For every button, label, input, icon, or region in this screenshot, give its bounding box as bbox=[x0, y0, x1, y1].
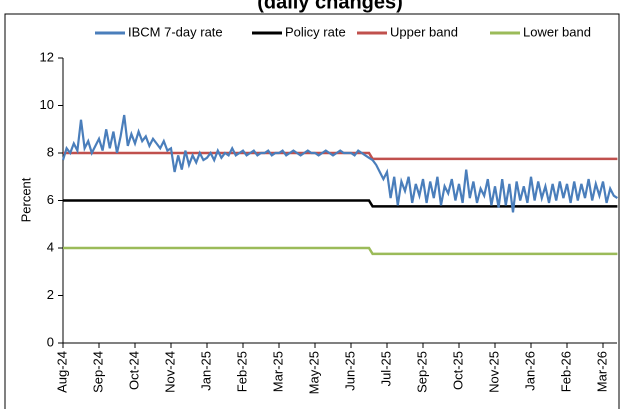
series-line bbox=[61, 114, 619, 213]
y-tick-label: 10 bbox=[40, 97, 54, 112]
y-tick-label: 2 bbox=[47, 287, 54, 302]
y-tick-label: 4 bbox=[47, 239, 54, 254]
x-tick-label: Nov-24 bbox=[162, 351, 177, 393]
x-tick-label: Feb-26 bbox=[558, 351, 573, 392]
x-tick-label: Aug-24 bbox=[54, 351, 69, 393]
series-line bbox=[63, 199, 618, 208]
x-tick-label: Sep-25 bbox=[414, 351, 429, 393]
x-tick-label: Mar-26 bbox=[594, 351, 609, 392]
x-tick-label: Jan-26 bbox=[522, 351, 537, 391]
series-line bbox=[63, 246, 618, 256]
legend-label: Policy rate bbox=[285, 24, 346, 39]
x-tick-label: Oct-25 bbox=[450, 351, 465, 390]
x-tick-label: Oct-24 bbox=[126, 351, 141, 390]
legend-label: IBCM 7-day rate bbox=[128, 24, 223, 39]
x-tick-label: May-25 bbox=[306, 351, 321, 394]
x-tick-label: Mar-25 bbox=[270, 351, 285, 392]
chart-title: (daily changes) bbox=[257, 0, 403, 13]
x-tick-label: Nov-25 bbox=[486, 351, 501, 393]
y-tick-label: 8 bbox=[47, 144, 54, 159]
x-tick-label: Feb-25 bbox=[234, 351, 249, 392]
legend-label: Upper band bbox=[390, 24, 458, 39]
series-line bbox=[63, 151, 618, 161]
y-tick-label: 6 bbox=[47, 192, 54, 207]
y-axis-label: Percent bbox=[18, 177, 33, 222]
x-tick-label: Jul-25 bbox=[378, 351, 393, 386]
y-tick-label: 0 bbox=[47, 334, 54, 349]
y-tick-label: 12 bbox=[40, 49, 54, 64]
x-tick-label: Sep-24 bbox=[90, 351, 105, 393]
frame bbox=[4, 13, 620, 409]
legend-label: Lower band bbox=[523, 24, 591, 39]
x-tick-label: Jun-25 bbox=[342, 351, 357, 391]
x-tick-label: Jan-25 bbox=[198, 351, 213, 391]
